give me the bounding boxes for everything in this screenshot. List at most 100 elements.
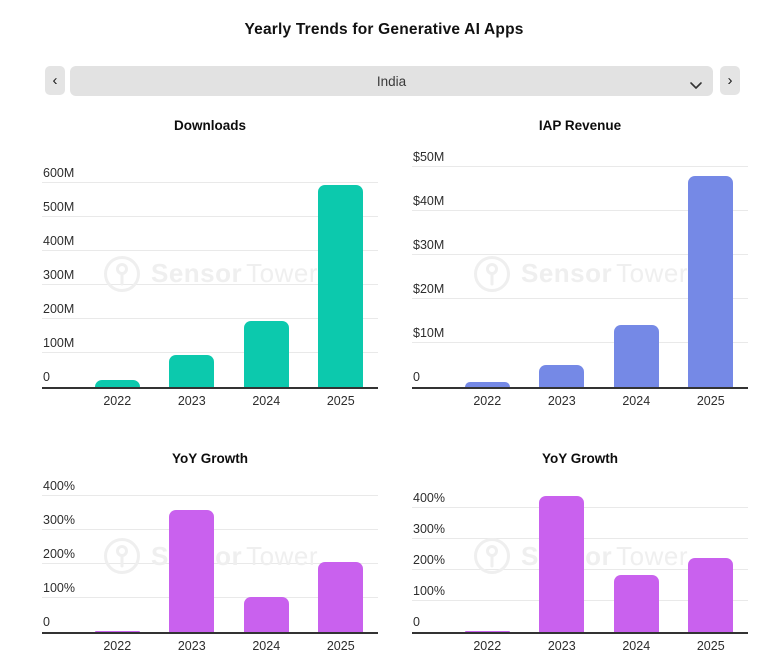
chart-title: Downloads [173,118,246,133]
bar-band [525,480,600,632]
x-axis-line [412,387,748,389]
y-axis-tick-label: $20M [413,282,445,296]
y-axis-tick-label: 600M [43,166,75,180]
x-axis-tick-label: 2025 [696,394,725,408]
x-axis-tick-label: 2022 [473,639,502,653]
bar-2025[interactable] [318,562,364,632]
gridline [412,298,748,299]
y-axis-tick-label: $30M [413,238,445,252]
bar-2023[interactable] [539,495,585,632]
bar-2024[interactable] [243,596,289,632]
y-axis-tick-label: 500M [43,200,75,214]
chart-downloads: Downloads 0 100M 200M 300M 400M 500M 600M Sensor… [42,115,378,408]
y-axis-tick-label: 300% [43,513,75,527]
bar-band [80,480,155,632]
bar-2024[interactable] [613,325,659,387]
gridline [42,216,378,217]
prev-country-button[interactable]: ‹ [45,66,65,95]
country-selector-value: India [376,73,407,89]
x-axis-tick-label: 2022 [103,394,132,408]
y-axis-tick-label: 400% [43,479,75,493]
bar-2022[interactable] [464,381,510,387]
plot-area: 0 $10M $20M $30M $40M $50M Sensor Tower [412,151,748,389]
bar-band [304,480,379,632]
y-axis-tick-label: 300M [43,268,75,282]
bar-2024[interactable] [243,320,289,387]
y-axis-tick-label: 400M [43,234,75,248]
x-axis-tick-label: 2023 [547,639,576,653]
gridline [42,318,378,319]
chevron-down-icon [689,77,703,95]
y-axis-tick-label: 200% [413,553,445,567]
bar-2024[interactable] [613,574,659,632]
bar-band [304,160,379,387]
bar-band [155,160,230,387]
x-axis-labels: 2022 2023 2024 2025 [80,394,378,408]
x-axis-tick-label: 2025 [326,394,355,408]
bar-band [674,160,749,387]
bar-band [80,160,155,387]
bar-band [450,160,525,387]
x-axis-tick-label: 2023 [177,394,206,408]
y-axis-tick-label: 200M [43,302,75,316]
bar-2025[interactable] [688,175,734,387]
gridline [42,495,378,496]
gridline [42,284,378,285]
x-axis-labels: 2022 2023 2024 2025 [450,394,748,408]
x-axis-tick-label: 2024 [252,394,281,408]
y-axis-tick-label: 0 [413,615,420,629]
y-axis-tick-label: 0 [43,615,50,629]
x-axis-tick-label: 2024 [622,394,651,408]
bar-band [599,480,674,632]
bars-group [450,160,748,387]
x-axis-tick-label: 2025 [696,639,725,653]
y-axis-tick-label: 0 [43,370,50,384]
y-axis-tick-label: 400% [413,491,445,505]
x-axis-line [42,632,378,634]
bar-band [599,160,674,387]
gridline [42,352,378,353]
page-title: Yearly Trends for Generative AI Apps [244,21,524,38]
bar-band [229,480,304,632]
gridline [412,166,748,167]
x-axis-line [412,632,748,634]
y-axis-tick-label: 0 [413,370,420,384]
x-axis-tick-label: 2022 [103,639,132,653]
bar-band [674,480,749,632]
gridline [412,342,748,343]
y-axis-tick-label: $50M [413,150,445,164]
y-axis-tick-label: 100% [43,581,75,595]
bar-2025[interactable] [318,184,364,387]
bars-group [80,160,378,387]
bar-2023[interactable] [169,509,215,632]
chart-yoy-growth-downloads: YoY Growth0100%200%300%400%SensorTower20… [42,448,378,653]
gridline [42,250,378,251]
country-selector[interactable]: India [70,66,713,96]
bar-band [229,160,304,387]
y-axis-tick-label: 100M [43,336,75,350]
chart-title: YoY Growth [171,451,248,466]
bar-2022[interactable] [464,630,510,632]
x-axis-tick-label: 2022 [473,394,502,408]
bar-band [155,480,230,632]
bar-2023[interactable] [539,365,585,387]
chart-title: IAP Revenue [538,118,622,133]
x-axis-tick-label: 2024 [622,639,651,653]
x-axis-tick-label: 2023 [547,394,576,408]
next-country-button[interactable]: › [720,66,740,95]
bars-group [80,480,378,632]
chart-yoy-growth-revenue: YoY Growth0100%200%300%400%SensorTower20… [412,448,748,653]
gridline [412,254,748,255]
y-axis-tick-label: 300% [413,522,445,536]
y-axis-tick-label: 200% [43,547,75,561]
bar-2023[interactable] [169,354,215,387]
bar-2022[interactable] [94,630,140,632]
chart-title: YoY Growth [541,451,618,466]
y-axis-tick-label: $40M [413,194,445,208]
bar-2025[interactable] [688,557,734,632]
gridline [42,182,378,183]
bar-2022[interactable] [94,379,140,387]
